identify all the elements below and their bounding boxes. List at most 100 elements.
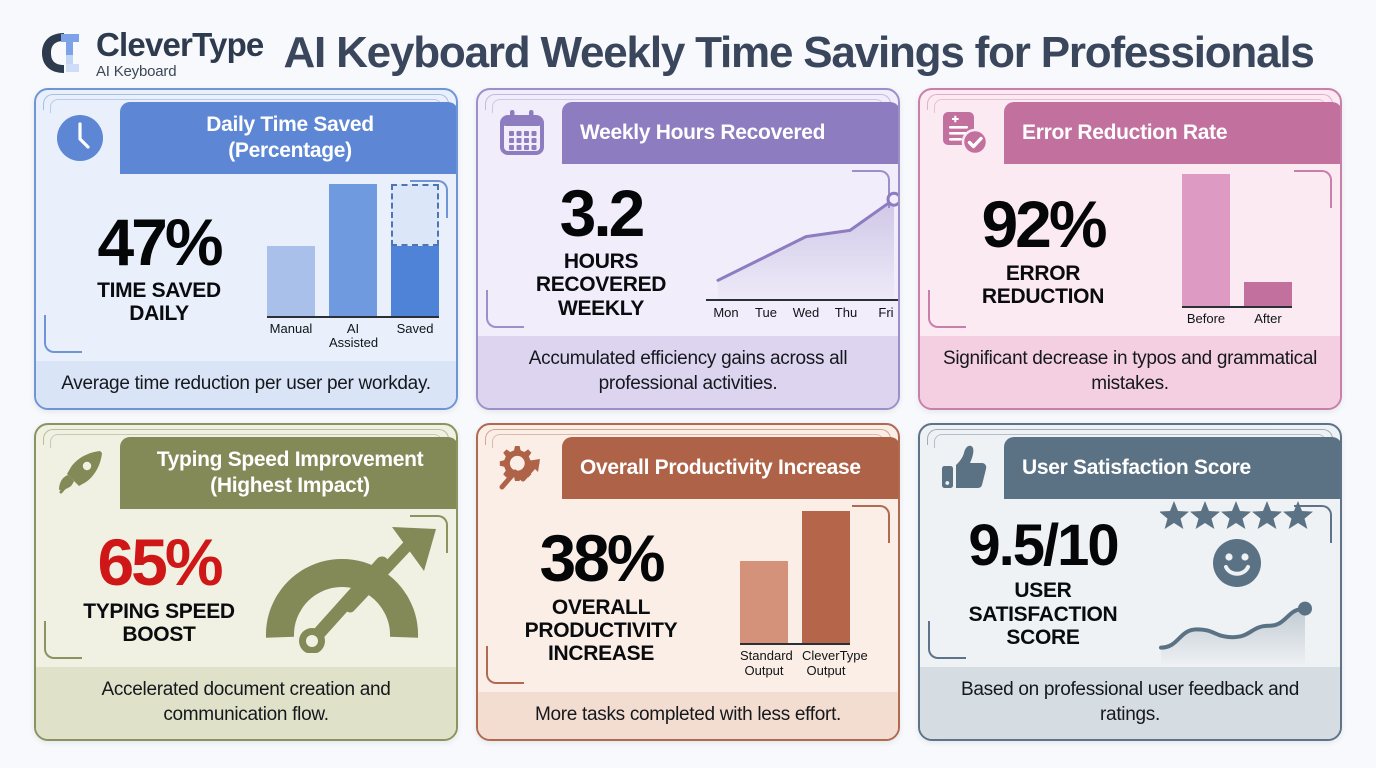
card-visualization: Before After (1148, 164, 1326, 336)
card-title: Error Reduction Rate (1022, 120, 1228, 144)
bar-after (1244, 281, 1292, 306)
card-title-pill: Weekly Hours Recovered (562, 102, 898, 164)
card-body: 92% ERROR REDUCTION Before After (920, 164, 1340, 336)
bar-manual (267, 245, 315, 316)
bar-before (1182, 173, 1230, 306)
card-title-pill: Error Reduction Rate (1004, 102, 1340, 164)
card-body: 3.2 HOURS RECOVERED WEEKLY Mon Tue Wed Thu Fri (478, 164, 898, 336)
stat-value: 65% (97, 525, 223, 600)
card-title: Typing Speed Improvement (Highest Impact) (156, 448, 424, 497)
brand-logo: CleverType AI Keyboard (34, 25, 264, 79)
calendar-icon (500, 110, 544, 155)
card-footer: Accelerated document creation and commun… (36, 667, 456, 739)
stat-label: USER SATISFACTION SCORE (968, 579, 1118, 649)
smiley-face-icon (1213, 538, 1261, 587)
axis-tick: Mon (713, 304, 739, 320)
thumbs-up-icon (942, 445, 987, 488)
gauge-chart (265, 527, 436, 654)
card-footer: Significant decrease in typos and gramma… (920, 336, 1340, 408)
card-footer: Average time reduction per user per work… (36, 360, 456, 408)
card-header: Daily Time Saved (Percentage) (36, 90, 456, 175)
stat-block: 92% ERROR REDUCTION (938, 187, 1148, 309)
card-title-pill: Daily Time Saved (Percentage) (120, 102, 456, 175)
brand-name: CleverType (96, 25, 264, 63)
chart-axis (740, 643, 850, 646)
card-title-pill: Overall Productivity Increase (562, 437, 898, 499)
axis-tick: Tue (755, 304, 777, 320)
stat-value: 92% (981, 187, 1107, 262)
bar-label: After (1254, 310, 1282, 326)
document-check-icon (943, 112, 989, 156)
stat-label: ERROR REDUCTION (981, 261, 1105, 309)
card-body: 65% TYPING SPEED BOOST (36, 509, 456, 667)
bar-label: Before (1186, 310, 1226, 326)
card-visualization (1148, 499, 1326, 667)
metric-card-grid: Daily Time Saved (Percentage) 47% TIME SA… (0, 88, 1376, 741)
stat-block: 9.5/10 USER SATISFACTION SCORE (938, 512, 1148, 649)
metric-card-daily-time-saved[interactable]: Daily Time Saved (Percentage) 47% TIME SA… (34, 88, 458, 410)
card-title-pill: User Satisfaction Score (1004, 437, 1340, 499)
chart-axis (267, 315, 439, 318)
card-title: Daily Time Saved (Percentage) (206, 113, 374, 162)
page-header: CleverType AI Keyboard AI Keyboard Weekl… (0, 0, 1376, 88)
bar-label: CleverType Output (802, 648, 868, 679)
card-body: 9.5/10 USER SATISFACTION SCORE (920, 499, 1340, 667)
bar-saved (391, 183, 439, 316)
stat-value: 38% (539, 520, 665, 595)
stat-value: 47% (97, 204, 223, 279)
trend-sparkline (1159, 601, 1312, 664)
stat-label: TIME SAVED DAILY (97, 279, 221, 326)
stat-block: 47% TIME SAVED DAILY (54, 204, 264, 326)
card-footer: Accumulated efficiency gains across all … (478, 336, 898, 408)
card-visualization: Mon Tue Wed Thu Fri (706, 164, 898, 336)
bar-label: Saved (396, 320, 434, 336)
card-header: Overall Productivity Increase (478, 425, 898, 499)
bar-clevertype-output (802, 511, 850, 644)
card-header: User Satisfaction Score (920, 425, 1340, 499)
card-visualization (264, 509, 450, 667)
metric-card-overall-productivity-increase[interactable]: Overall Productivity Increase 38% OVERAL… (476, 423, 900, 741)
bar-standard-output (740, 561, 788, 644)
metric-card-user-satisfaction-score[interactable]: User Satisfaction Score 9.5/10 USER SATIS… (918, 423, 1342, 741)
card-visualization: Standard Output CleverType Output (706, 499, 884, 692)
card-body: 38% OVERALL PRODUCTIVITY INCREASE Standard… (478, 499, 898, 692)
card-header: Weekly Hours Recovered (478, 90, 898, 164)
card-title: User Satisfaction Score (1022, 455, 1251, 479)
stat-block: 3.2 HOURS RECOVERED WEEKLY (496, 175, 706, 320)
gear-trend-icon (499, 446, 540, 490)
card-visualization: Manual AI Assisted Saved (264, 174, 442, 360)
card-body: 47% TIME SAVED DAILY Manual AI Assisted Sav… (36, 174, 456, 360)
bar-label: Standard Output (740, 648, 793, 679)
line-chart (716, 191, 898, 299)
axis-tick: Fri (878, 304, 894, 320)
bar-ai-assisted (329, 183, 377, 316)
chart-axis (706, 298, 898, 301)
bar-label: AI Assisted (329, 320, 379, 351)
chart-axis (1182, 305, 1292, 308)
clevertype-logo-icon (42, 33, 79, 73)
card-header: Typing Speed Improvement (Highest Impact) (36, 425, 456, 510)
bar-label: Manual (269, 320, 313, 336)
stat-label: HOURS RECOVERED WEEKLY (535, 250, 667, 320)
card-title: Weekly Hours Recovered (580, 120, 826, 144)
axis-tick: Wed (792, 304, 820, 320)
metric-card-typing-speed-improvement[interactable]: Typing Speed Improvement (Highest Impact)… (34, 423, 458, 741)
star-rating (1159, 500, 1313, 529)
card-title-pill: Typing Speed Improvement (Highest Impact) (120, 437, 456, 510)
metric-card-error-reduction-rate[interactable]: Error Reduction Rate 92% ERROR REDUCTION … (918, 88, 1342, 410)
stat-block: 65% TYPING SPEED BOOST (54, 525, 264, 647)
clock-icon (57, 115, 103, 162)
card-footer: More tasks completed with less effort. (478, 691, 898, 739)
stat-value: 9.5/10 (968, 512, 1119, 578)
page-title: AI Keyboard Weekly Time Savings for Prof… (283, 28, 1314, 77)
card-header: Error Reduction Rate (920, 90, 1340, 164)
card-title: Overall Productivity Increase (580, 455, 861, 479)
metric-card-weekly-hours-recovered[interactable]: Weekly Hours Recovered 3.2 HOURS RECOVERE… (476, 88, 900, 410)
stat-label: OVERALL PRODUCTIVITY INCREASE (524, 595, 678, 665)
card-footer: Based on professional user feedback and … (920, 667, 1340, 739)
axis-tick: Thu (834, 304, 858, 320)
rocket-icon (59, 451, 102, 494)
stat-label: TYPING SPEED BOOST (83, 600, 235, 647)
stat-block: 38% OVERALL PRODUCTIVITY INCREASE (496, 520, 706, 665)
stat-value: 3.2 (559, 175, 646, 250)
